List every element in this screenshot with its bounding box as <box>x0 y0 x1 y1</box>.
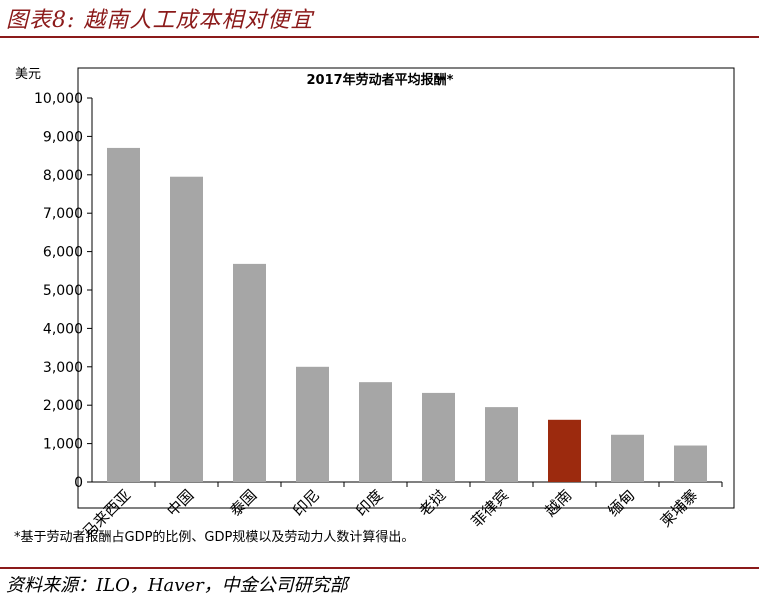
source-divider <box>0 567 759 569</box>
x-tick-label: 印尼 <box>289 486 323 520</box>
bar-4 <box>296 366 329 482</box>
y-tick-label: 2,000 <box>43 398 83 414</box>
y-tick-label: 10,000 <box>34 91 83 107</box>
y-axis-unit-label: 美元 <box>15 67 41 82</box>
y-tick-label: 9,000 <box>43 129 83 145</box>
bar-2 <box>170 176 203 482</box>
figure-title: 图表8: 越南人工成本相对便宜 <box>6 8 314 33</box>
plot-frame <box>77 67 735 509</box>
y-tick-label: 1,000 <box>43 437 83 453</box>
y-axis-ticks: 0 1,000 2,000 3,000 4,000 5,000 6,000 7,000 8,00… <box>34 91 92 491</box>
y-tick-label: 8,000 <box>43 168 83 184</box>
x-tick-label: 泰国 <box>226 486 260 520</box>
bar-chart: 2017年劳动者平均报酬* 美元 0 1,000 2,000 3,000 4,000 5,… <box>15 67 735 540</box>
bar-7 <box>485 407 518 482</box>
bar-5 <box>359 382 392 482</box>
source-note: 资料来源：ILO，Haver，中金公司研究部 <box>6 575 348 596</box>
title-divider <box>0 36 759 38</box>
y-tick-label: 5,000 <box>43 283 83 299</box>
y-tick-label: 6,000 <box>43 245 83 261</box>
bar-8 <box>548 419 581 482</box>
bar-3 <box>233 263 266 482</box>
bars <box>107 147 723 487</box>
x-tick-label: 中国 <box>163 486 197 520</box>
x-tick-label: 缅甸 <box>604 486 638 520</box>
y-tick-label: 3,000 <box>43 360 83 376</box>
chart-title: 2017年劳动者平均报酬* <box>307 72 454 88</box>
footnote: *基于劳动者报酬占GDP的比例、GDP规模以及劳动力人数计算得出。 <box>14 530 415 545</box>
bar-9 <box>611 434 644 482</box>
x-tick-label: 印度 <box>352 486 386 520</box>
x-tick-label: 越南 <box>541 486 575 520</box>
x-tick-label: 老挝 <box>415 486 449 520</box>
bar-10 <box>674 445 707 482</box>
bar-1 <box>107 147 140 483</box>
y-tick-label: 0 <box>74 475 83 491</box>
y-tick-label: 4,000 <box>43 321 83 337</box>
bar-6 <box>422 392 455 482</box>
y-tick-label: 7,000 <box>43 206 83 222</box>
